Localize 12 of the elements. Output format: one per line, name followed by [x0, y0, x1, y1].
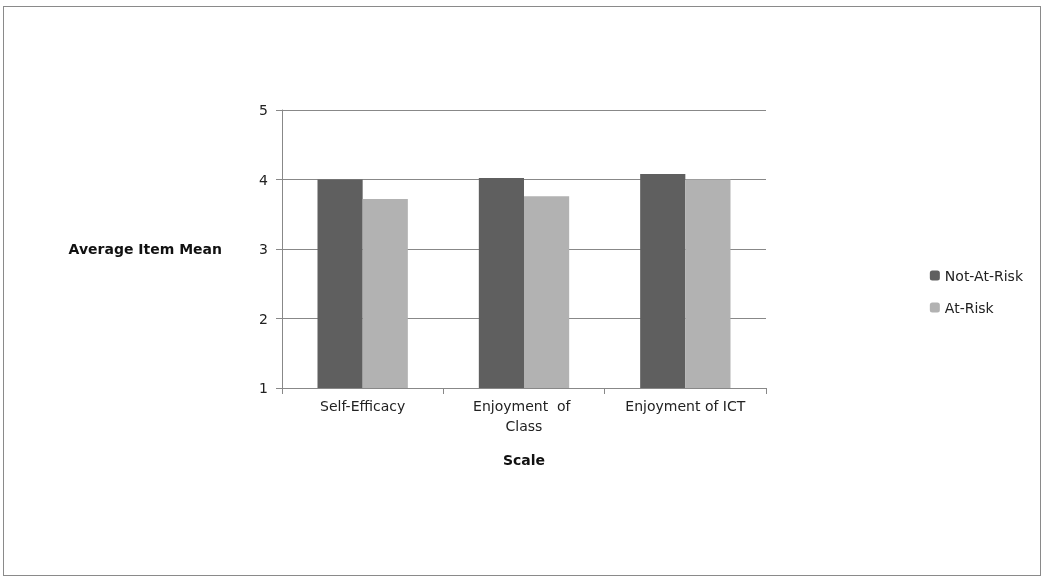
y-tick-label: 2: [259, 310, 268, 327]
legend-label: Not-At-Risk: [944, 267, 1024, 284]
x-tick-label: Enjoyment of Class: [473, 398, 575, 434]
legend-label: At-Risk: [944, 299, 995, 316]
y-tick-label: 1: [259, 380, 268, 396]
x-tick-label: Enjoyment of ICT: [625, 398, 746, 414]
x-tick-label: Self-Efficacy: [320, 398, 406, 414]
x-axis-title: Scale: [502, 452, 546, 468]
y-tick-label: 5: [259, 102, 268, 118]
y-tick-label: 3: [259, 241, 268, 257]
y-axis-title: Average Item Mean: [68, 241, 222, 257]
y-tick-label: 4: [259, 171, 269, 188]
